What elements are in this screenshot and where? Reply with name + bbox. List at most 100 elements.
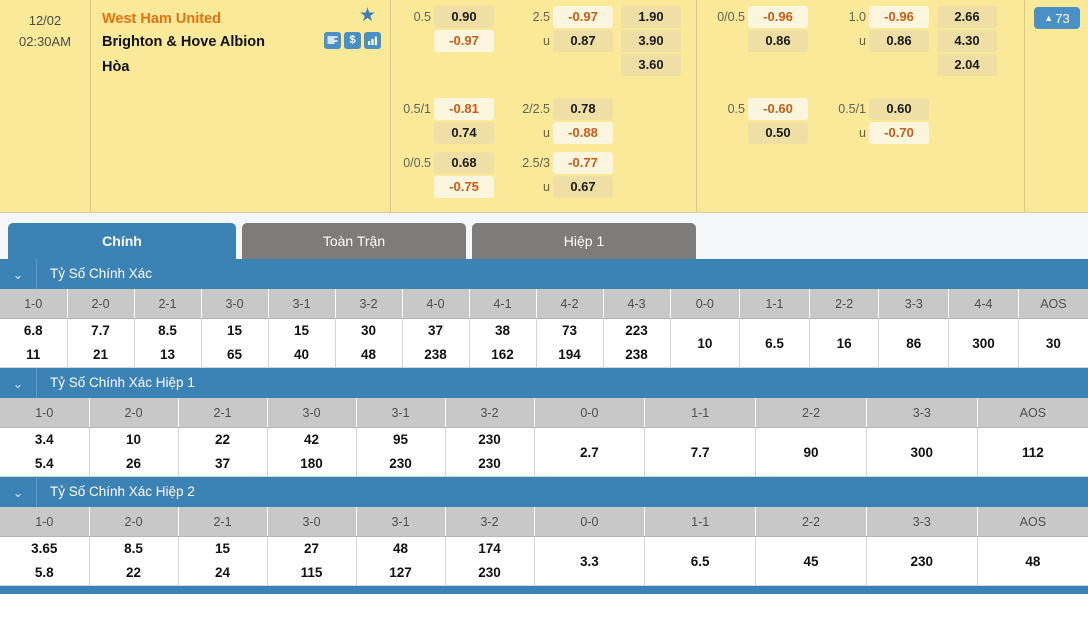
handicap-home-odd[interactable]: -0.96: [748, 6, 808, 28]
handicap-home-odd[interactable]: 0.68: [434, 152, 494, 174]
score-odds-cell[interactable]: 223 238: [603, 318, 671, 368]
score-odds-cell[interactable]: 73 194: [536, 318, 604, 368]
under-odd[interactable]: 0.87: [553, 30, 613, 52]
score-odds-cell[interactable]: 15 24: [178, 536, 268, 586]
away-score-odd: 37: [214, 456, 231, 471]
away-win-odd[interactable]: 3.60: [621, 54, 681, 76]
handicap-away-odd[interactable]: -0.75: [434, 176, 494, 198]
chevron-down-icon[interactable]: ⌄: [12, 375, 24, 391]
draw-score-odds-cell[interactable]: 10: [670, 318, 741, 368]
score-odds-cell[interactable]: 8.5 13: [134, 318, 202, 368]
home-team-name[interactable]: West Ham United: [102, 11, 221, 27]
away-win-odd[interactable]: 2.04: [937, 54, 997, 76]
draw-score-odds-cell[interactable]: 45: [755, 536, 867, 586]
score-odds-cell[interactable]: 8.5 22: [89, 536, 179, 586]
star-icon[interactable]: ★: [358, 5, 376, 26]
score-odds-cell[interactable]: 3.4 5.4: [0, 427, 90, 477]
home-score-odd: 6.8: [23, 323, 43, 338]
section-header-correct-score[interactable]: ⌄ Tỷ Số Chính Xác: [0, 259, 1088, 289]
home-win-odd[interactable]: 1.90: [621, 6, 681, 28]
handicap-away-odd[interactable]: 0.50: [748, 122, 808, 144]
draw-score-odds-cell[interactable]: 300: [866, 427, 978, 477]
stats-icon[interactable]: [324, 32, 341, 49]
score-odds-cell[interactable]: 95 230: [356, 427, 446, 477]
score-odds-cell[interactable]: 6.8 11: [0, 318, 68, 368]
home-win-odd[interactable]: 2.66: [937, 6, 997, 28]
correct-score-h2-table: 1-0 2-0 2-1 3-0 3-1 3-2 0-0 1-1 2-2 3-3 AOS 3.65 5.…: [0, 507, 1088, 586]
under-odd[interactable]: -0.70: [869, 122, 929, 144]
under-odd[interactable]: 0.86: [869, 30, 929, 52]
tab-chinh[interactable]: Chính: [8, 223, 236, 259]
draw-score-odds-cell[interactable]: 16: [809, 318, 880, 368]
over-odd[interactable]: -0.77: [553, 152, 613, 174]
draw-odd[interactable]: 3.90: [621, 30, 681, 52]
score-odds-cell[interactable]: 15 40: [268, 318, 336, 368]
draw-score-odds-cell[interactable]: 6.5: [644, 536, 757, 586]
score-odds-cell[interactable]: 15 65: [201, 318, 269, 368]
column-header: 1-0: [0, 289, 68, 319]
under-label: u: [543, 180, 550, 194]
column-header: 3-2: [445, 398, 535, 428]
away-score-odd: 22: [125, 565, 142, 580]
section-header-correct-score-h1[interactable]: ⌄ Tỷ Số Chính Xác Hiệp 1: [0, 368, 1088, 398]
draw-score-odds-cell[interactable]: 230: [866, 536, 978, 586]
score-odds-cell[interactable]: 42 180: [267, 427, 357, 477]
away-team-name[interactable]: Brighton & Hove Albion: [102, 34, 265, 50]
handicap-away-odd[interactable]: 0.74: [434, 122, 494, 144]
away-score-odd: 26: [125, 456, 142, 471]
handicap-home-odd[interactable]: 0.90: [434, 6, 494, 28]
chevron-down-icon[interactable]: ⌄: [12, 266, 24, 282]
score-odds-cell[interactable]: 230 230: [445, 427, 535, 477]
draw-score-odds-cell[interactable]: 90: [755, 427, 867, 477]
draw-score-odds-cell[interactable]: 48: [977, 536, 1088, 586]
draw-score-odds-cell[interactable]: 86: [878, 318, 950, 368]
match-panel: 12/02 02:30AM West Ham United Brighton &…: [0, 0, 1088, 213]
odds-line: u 0.87: [516, 30, 613, 52]
over-odd[interactable]: 0.78: [553, 98, 613, 120]
score-odds-cell[interactable]: 27 115: [267, 536, 357, 586]
under-odd[interactable]: -0.88: [553, 122, 613, 144]
draw-label: Hòa: [102, 59, 130, 75]
tab-hiep-1[interactable]: Hiệp 1: [472, 223, 696, 259]
score-odds-cell[interactable]: 48 127: [356, 536, 446, 586]
section-header-correct-score-h2[interactable]: ⌄ Tỷ Số Chính Xác Hiệp 2: [0, 477, 1088, 507]
over-odd[interactable]: 0.60: [869, 98, 929, 120]
home-score-odd: 42: [303, 432, 320, 447]
tab-toan-tran[interactable]: Toàn Trận: [242, 223, 466, 259]
draw-odd[interactable]: 4.30: [937, 30, 997, 52]
score-odds-cell[interactable]: 38 162: [469, 318, 537, 368]
draw-score-odds-cell[interactable]: 112: [977, 427, 1088, 477]
score-odds-cell[interactable]: 30 48: [335, 318, 403, 368]
draw-score-odds-cell[interactable]: 30: [1018, 318, 1088, 368]
more-odds-badge[interactable]: ▲ 73: [1034, 7, 1080, 29]
bar-chart-icon[interactable]: [364, 32, 381, 49]
score-odds-cell[interactable]: 3.65 5.8: [0, 536, 90, 586]
home-score-odd: 30: [360, 323, 377, 338]
column-header: 2-2: [755, 507, 867, 537]
handicap-away-odd[interactable]: 0.86: [748, 30, 808, 52]
draw-score-odds-cell[interactable]: 2.7: [534, 427, 646, 477]
over-odd[interactable]: -0.96: [869, 6, 929, 28]
column-header: 0-0: [534, 507, 646, 537]
handicap-home-odd[interactable]: -0.60: [748, 98, 808, 120]
score-odds-cell[interactable]: 10 26: [89, 427, 179, 477]
score-odds-cell[interactable]: 7.7 21: [67, 318, 135, 368]
dollar-icon[interactable]: $: [344, 32, 361, 49]
over-odd[interactable]: -0.97: [553, 6, 613, 28]
odds-line: 2/2.5 0.78: [516, 98, 613, 120]
table-header-row: 1-0 2-0 2-1 3-0 3-1 3-2 0-0 1-1 2-2 3-3 AOS: [0, 398, 1088, 428]
chevron-down-icon[interactable]: ⌄: [12, 484, 24, 500]
under-label: u: [543, 34, 550, 48]
handicap-away-odd[interactable]: -0.97: [434, 30, 494, 52]
under-odd[interactable]: 0.67: [553, 176, 613, 198]
table-header-row: 1-0 2-0 2-1 3-0 3-1 3-2 0-0 1-1 2-2 3-3 AOS: [0, 507, 1088, 537]
column-header: 3-2: [445, 507, 535, 537]
score-odds-cell[interactable]: 22 37: [178, 427, 268, 477]
draw-score-odds-cell[interactable]: 3.3: [534, 536, 646, 586]
draw-score-odds-cell[interactable]: 7.7: [644, 427, 757, 477]
score-odds-cell[interactable]: 37 238: [402, 318, 470, 368]
draw-score-odds-cell[interactable]: 300: [948, 318, 1019, 368]
score-odds-cell[interactable]: 174 230: [445, 536, 535, 586]
draw-score-odds-cell[interactable]: 6.5: [739, 318, 810, 368]
handicap-home-odd[interactable]: -0.81: [434, 98, 494, 120]
